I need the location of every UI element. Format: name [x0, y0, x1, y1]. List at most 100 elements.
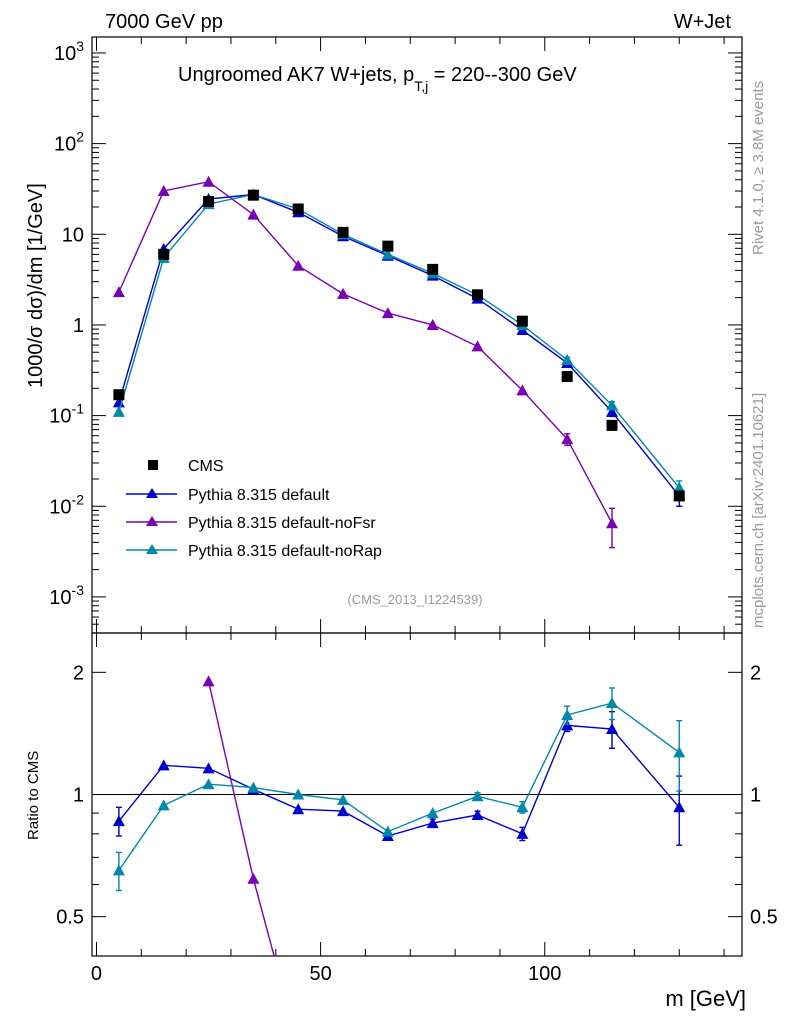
rivet-label: Rivet 4.1.0, ≥ 3.8M events: [750, 81, 767, 255]
main-point-pythia-8-315-default-nofsr: [606, 517, 618, 529]
main-point-pythia-8-315-default-nofsr: [292, 259, 305, 271]
ratio-point-pythia-8-315-default-norap: [202, 778, 215, 790]
ratio-point-pythia-8-315-default: [516, 827, 529, 839]
legend-marker-default: [146, 488, 158, 498]
main-point-cms: [382, 240, 394, 252]
main-line-pythia-8-315-default-norap: [118, 193, 680, 489]
main-axis-ticks: [92, 37, 742, 634]
main-point-pythia-8-315-default-norap: [112, 405, 125, 417]
main-line-pythia-8-315-default-nofsr: [118, 180, 613, 524]
ratio-point-pythia-8-315-default: [673, 801, 686, 813]
main-point-pythia-8-315-default-nofsr: [561, 433, 574, 445]
x-axis-label: m [GeV]: [665, 986, 746, 1011]
main-point-cms: [113, 389, 125, 401]
ratio-series-pythia-8-315-default: [112, 710, 686, 846]
ratio-axis-ticks: [92, 633, 742, 957]
legend-label-cms: CMS: [188, 458, 224, 475]
ratio-point-pythia-8-315-default: [112, 815, 125, 827]
header-right: W+Jet: [674, 11, 732, 33]
main-point-pythia-8-315-default: [112, 396, 125, 408]
main-point-cms: [203, 195, 215, 207]
ratio-point-pythia-8-315-default: [471, 809, 484, 821]
ratio-point-pythia-8-315-default-norap: [606, 697, 618, 709]
x-tick-label: 50: [309, 963, 331, 985]
ratio-point-pythia-8-315-default: [157, 759, 170, 771]
main-point-cms: [516, 315, 528, 327]
main-point-cms: [292, 203, 304, 215]
ratio-y-axis-label: Ratio to CMS: [25, 751, 42, 840]
main-point-pythia-8-315-default: [606, 405, 618, 417]
main-point-pythia-8-315-default-nofsr: [157, 185, 170, 197]
legend: CMS Pythia 8.315 default Pythia 8.315 de…: [126, 458, 382, 560]
ratio-point-pythia-8-315-default-norap: [112, 864, 125, 876]
main-line-pythia-8-315-default: [118, 193, 680, 497]
legend-marker-nofsr: [146, 516, 158, 526]
ratio-point-pythia-8-315-default-norap: [673, 746, 686, 758]
mcplots-label: mcplots.cern.ch [arXiv:2401.10621]: [750, 393, 767, 628]
main-point-cms: [673, 490, 685, 502]
main-point-cms: [472, 289, 484, 301]
x-tick-label: 100: [528, 963, 561, 985]
main-point-cms: [158, 248, 170, 260]
main-point-cms: [561, 370, 573, 382]
ratio-point-pythia-8-315-default-norap: [157, 799, 170, 811]
main-point-pythia-8-315-default-nofsr: [516, 384, 529, 396]
legend-marker-cms: [148, 460, 158, 470]
main-point-pythia-8-315-default-nofsr: [337, 287, 350, 299]
ratio-point-pythia-8-315-default: [292, 803, 305, 815]
legend-label-default: Pythia 8.315 default: [188, 487, 330, 504]
main-y-tick-label: 10: [62, 224, 84, 246]
legend-label-nofsr: Pythia 8.315 default-noFsr: [188, 515, 376, 532]
legend-marker-norap: [146, 544, 158, 554]
main-point-pythia-8-315-default-nofsr: [381, 307, 394, 319]
ratio-y-tick-label: 2: [73, 662, 84, 684]
ratio-point-pythia-8-315-default-norap: [471, 790, 484, 802]
main-y-tick-label: 103: [54, 38, 84, 65]
ratio-tick-labels: 0.5 0.5 1 1 2 2 0 50 100: [56, 662, 778, 985]
legend-label-norap: Pythia 8.315 default-noRap: [188, 543, 382, 560]
x-tick-label: 0: [91, 963, 102, 985]
main-y-tick-labels: 10-3 10-2 10-1 1 10 102 103: [49, 38, 84, 609]
ratio-series-pythia-8-315-default-nofsr: [202, 675, 275, 956]
analysis-watermark: (CMS_2013_I1224539): [347, 592, 482, 607]
main-point-cms: [606, 419, 618, 431]
ratio-point-pythia-8-315-default-nofsr: [202, 675, 215, 687]
ratio-point-pythia-8-315-default-nofsr: [247, 872, 260, 884]
main-series-pythia-8-315-default-norap: [112, 188, 686, 497]
ratio-point-pythia-8-315-default: [202, 762, 215, 774]
main-title: Ungroomed AK7 W+jets, pT,j = 220--300 Ge…: [178, 64, 577, 94]
ratio-series-pythia-8-315-default-norap: [112, 687, 686, 892]
ratio-line-pythia-8-315-default-nofsr: [207, 681, 275, 956]
main-y-axis-label: 1000/σ dσ)/dm [1/GeV]: [25, 183, 47, 388]
main-series-group: [112, 175, 686, 549]
main-point-cms: [337, 226, 349, 238]
main-y-tick-label: 10-1: [49, 401, 84, 428]
main-point-pythia-8-315-default-nofsr: [112, 286, 125, 298]
main-point-pythia-8-315-default-nofsr: [426, 318, 439, 330]
main-point-pythia-8-315-default-nofsr: [247, 208, 260, 220]
ratio-y-tick-label-right: 2: [750, 662, 761, 684]
ratio-point-pythia-8-315-default-norap: [516, 801, 529, 813]
main-point-pythia-8-315-default-norap: [381, 248, 394, 260]
main-point-pythia-8-315-default-norap: [561, 354, 574, 366]
ratio-point-pythia-8-315-default-norap: [561, 708, 574, 720]
ratio-point-pythia-8-315-default-norap: [292, 788, 305, 800]
ratio-point-pythia-8-315-default: [337, 805, 350, 817]
ratio-y-tick-label-right: 0.5: [750, 907, 778, 929]
main-y-tick-label: 1: [73, 315, 84, 337]
main-point-cms: [427, 263, 439, 275]
ratio-point-pythia-8-315-default-norap: [381, 825, 394, 837]
ratio-point-pythia-8-315-default-norap: [337, 793, 350, 805]
main-y-tick-label: 10-2: [49, 491, 84, 518]
ratio-y-tick-label-right: 1: [750, 785, 761, 807]
main-y-tick-label: 102: [54, 129, 84, 156]
ratio-series-group: [112, 675, 686, 956]
ratio-line-pythia-8-315-default: [118, 724, 680, 837]
ratio-point-pythia-8-315-default: [426, 817, 439, 829]
main-series-pythia-8-315-default-nofsr: [112, 175, 618, 549]
ratio-y-tick-label: 0.5: [56, 907, 84, 929]
main-point-pythia-8-315-default-norap: [673, 481, 686, 493]
ratio-point-pythia-8-315-default-norap: [247, 781, 260, 793]
header-left: 7000 GeV pp: [105, 11, 223, 33]
